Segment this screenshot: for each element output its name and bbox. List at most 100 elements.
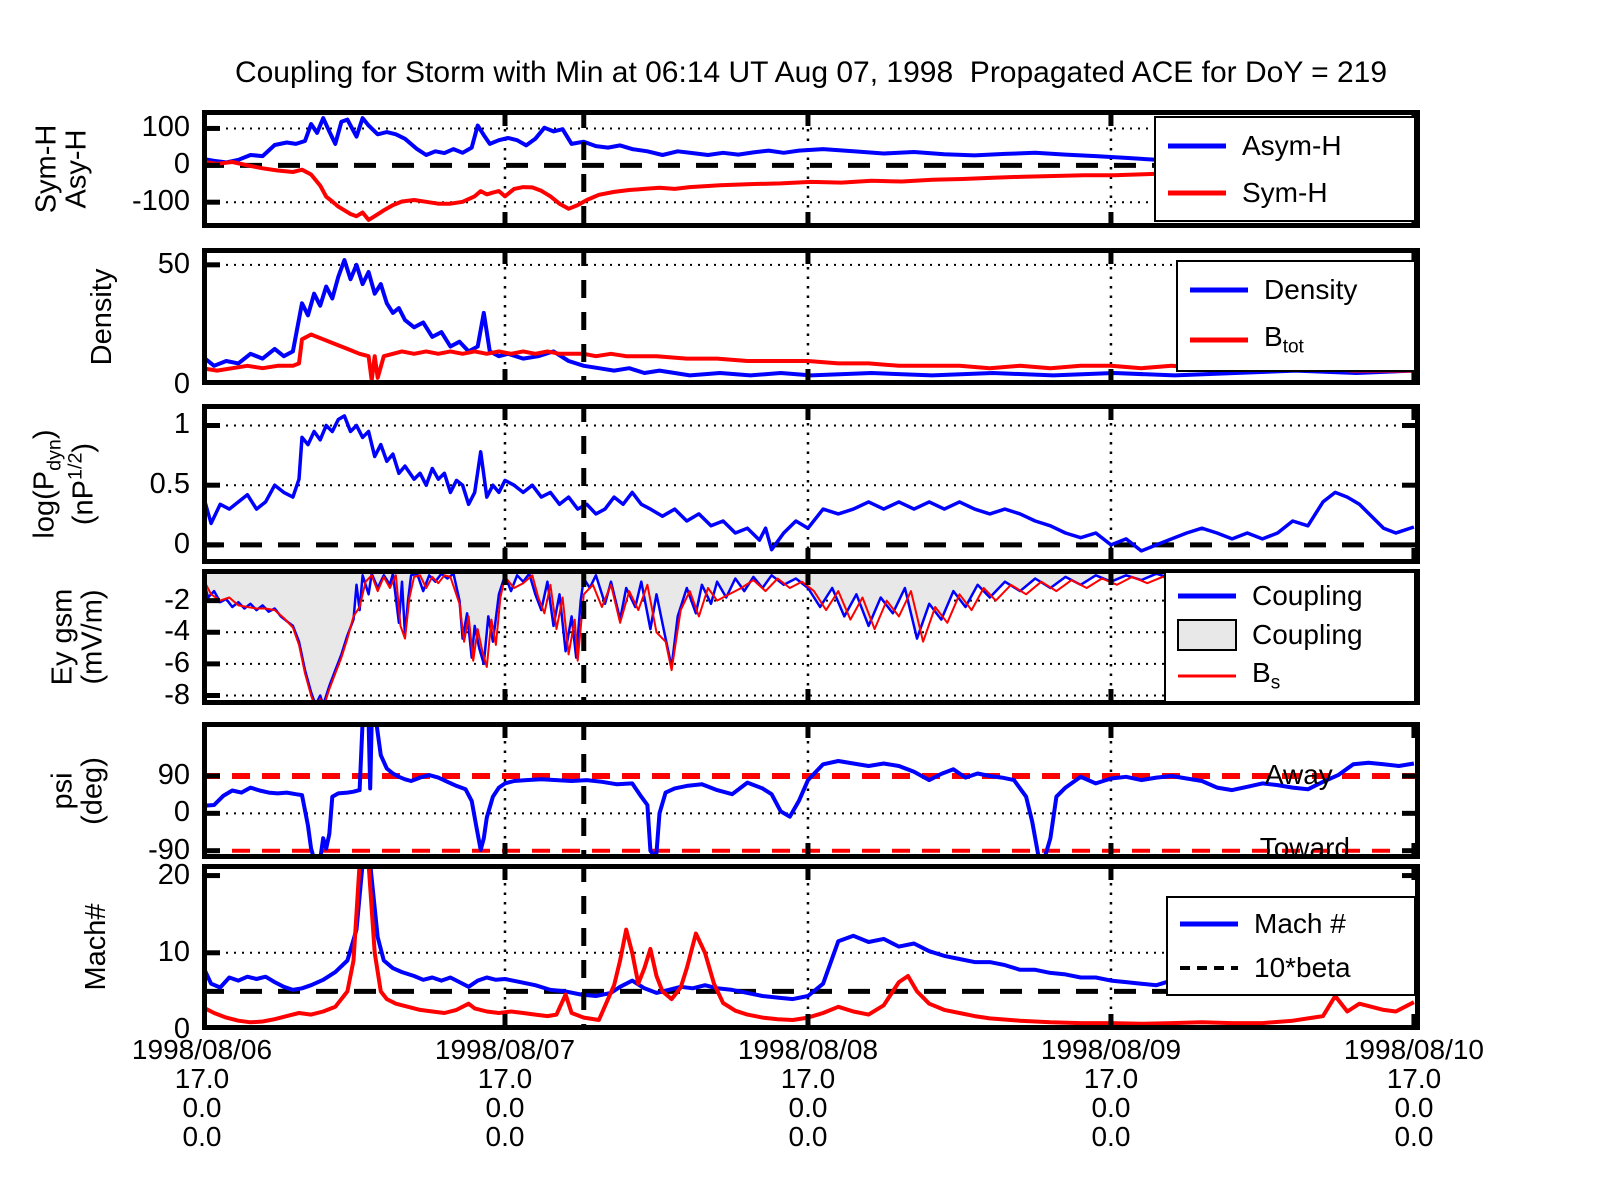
x-tick-row: 0.0 [485, 1121, 525, 1152]
plot-bg [202, 722, 1420, 859]
legend-item: Sym-H [1166, 176, 1404, 210]
label-text: Sym-H [1242, 176, 1328, 208]
x-tick-row: 0.0 [1394, 1121, 1434, 1152]
panel-frame [202, 110, 1420, 228]
y-tick-label: 0 [173, 148, 190, 181]
label-text: s [1270, 672, 1281, 694]
label-text: (mV/m) [77, 589, 109, 685]
legend-patch [1177, 619, 1237, 652]
y-axis-label-line: Mach# [79, 903, 112, 991]
panel-log-pdyn [202, 404, 1420, 564]
legend-item: 10*beta [1178, 951, 1404, 985]
x-tick-row: 0.0 [485, 1092, 525, 1123]
y-tick-label: 0 [173, 368, 190, 400]
x-tick-label-1998-08-10: 1998/08/10 17.0 0.0 0.0 [1304, 1036, 1524, 1152]
legend-swatch-patch [1177, 619, 1237, 652]
x-tick-row: 1998/08/09 [1040, 1034, 1182, 1065]
label-text: dyn [43, 439, 66, 471]
x-tick-row: 17.0 [1083, 1063, 1139, 1094]
x-tick-row: 17.0 [174, 1063, 230, 1094]
legend-box-mach: Mach # 10*beta [1166, 896, 1416, 996]
label-text: Mach# [79, 903, 112, 991]
legend-item: Bs [1176, 657, 1404, 695]
y-axis-label-density-btot: Density [86, 268, 118, 365]
label-text: log(P [28, 470, 61, 539]
label-text: Coupling [1252, 619, 1363, 651]
series-psi-line [202, 722, 1415, 859]
label-text: tot [1282, 336, 1304, 358]
label-text: Ey gsm [46, 588, 79, 686]
y-tick-label: 0 [173, 527, 190, 560]
annotation-toward: Toward [1259, 831, 1350, 863]
label-text: Density [1264, 274, 1358, 306]
label-text: ) [28, 429, 61, 440]
y-axis-label-line: psi [46, 757, 79, 825]
x-tick-row: 0.0 [788, 1092, 828, 1123]
x-tick-label-1998-08-07: 1998/08/07 17.0 0.0 0.0 [395, 1036, 615, 1152]
series-Btot-line [202, 332, 1414, 383]
x-tick-row: 1998/08/10 [1343, 1034, 1484, 1065]
x-tick-label-1998-08-09: 1998/08/09 17.0 0.0 0.0 [1001, 1036, 1221, 1152]
y-axis-label-line: Asy-H [61, 125, 93, 214]
panel-frame [202, 569, 1420, 705]
legend-item: Density [1188, 273, 1404, 307]
y-tick-label: -4 [164, 615, 190, 648]
y-axis-label-line: (deg) [77, 757, 109, 825]
label-text: (nP [66, 479, 99, 526]
x-tick-row: 1998/08/08 [737, 1034, 879, 1065]
series-Sym-H-line [202, 159, 1414, 222]
legend-label: 10*beta [1254, 952, 1351, 984]
series-10*beta-line [202, 864, 1415, 1026]
x-tick-row: 0.0 [1394, 1092, 1434, 1123]
y-tick-label: -6 [164, 646, 190, 679]
y-axis-label-log-pdyn: log(Pdyn) (nP1/2) [28, 429, 99, 539]
legend-label: Coupling [1252, 619, 1363, 651]
chart-title: Coupling for Storm with Min at 06:14 UT … [234, 56, 1388, 89]
legend-box-density-btot: Density Btot [1176, 260, 1416, 372]
label-text: B [1264, 321, 1283, 353]
label-text: Coupling [1252, 580, 1363, 612]
y-tick-label: 0 [173, 1013, 190, 1045]
y-axis-label-line: Ey gsm [46, 588, 79, 686]
label-text: Asym-H [1242, 129, 1342, 161]
y-tick-label: 100 [141, 111, 190, 144]
legend-label: Asym-H [1242, 130, 1342, 162]
annotation-away: Away [1264, 759, 1333, 791]
y-tick-label: 0 [173, 796, 190, 829]
y-tick-label: -90 [148, 833, 190, 866]
y-tick-label: 90 [157, 758, 190, 791]
legend-swatch-line [1178, 674, 1236, 678]
x-tick-row: 17.0 [477, 1063, 533, 1094]
panel-frame [202, 864, 1420, 1030]
series-Asym-H-line [202, 116, 1415, 165]
legend-item: Asym-H [1166, 129, 1404, 163]
plot-svg-log-pdyn [202, 404, 1420, 564]
y-tick-label: 20 [157, 858, 190, 891]
legend-swatch-line [1168, 190, 1226, 195]
label-text: Sym-H [30, 124, 63, 214]
x-tick-row: 1998/08/07 [434, 1034, 576, 1065]
y-axis-label-line: Density [86, 268, 118, 365]
legend-label: Sym-H [1242, 177, 1328, 209]
series-log(Pdyn)-line [202, 414, 1415, 553]
panel-frame [202, 248, 1420, 385]
label-text: Mach # [1254, 908, 1346, 939]
y-axis-label-symh-asyh: Sym-H Asy-H [30, 124, 93, 214]
label-text: psi [46, 771, 79, 810]
legend-swatch-line [1178, 593, 1236, 599]
y-axis-label-psi: psi (deg) [46, 757, 109, 825]
series-Density-line [202, 258, 1414, 378]
legend-box-symh-asyh: Asym-H Sym-H [1154, 116, 1416, 222]
y-axis-label-line: Sym-H [30, 124, 63, 214]
legend-swatch-line [1180, 966, 1238, 970]
x-tick-row: 17.0 [780, 1063, 836, 1094]
x-tick-row: 0.0 [1091, 1092, 1131, 1123]
legend-label: Density [1264, 274, 1357, 306]
x-tick-row: 0.0 [788, 1121, 828, 1152]
label-text: ) [66, 442, 99, 453]
label-text: B [1252, 656, 1271, 688]
panel-psi [202, 722, 1420, 859]
y-axis-label-line: log(Pdyn) [28, 429, 66, 539]
legend-item: Coupling [1176, 618, 1404, 652]
